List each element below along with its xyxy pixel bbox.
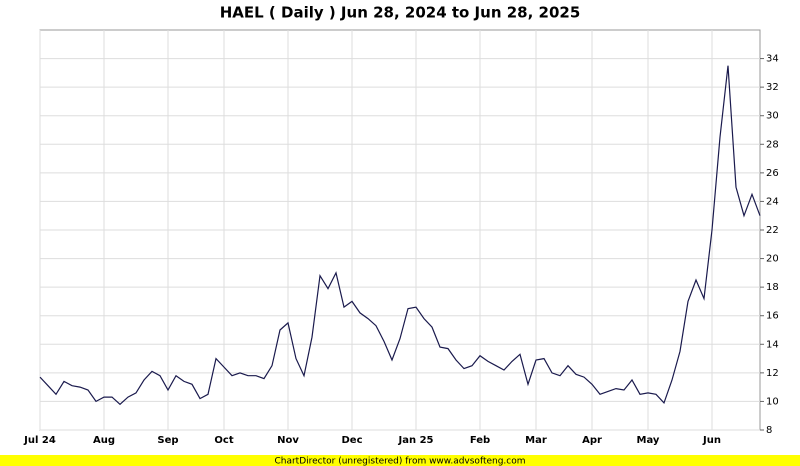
y-tick-label: 16 [766, 311, 779, 322]
x-tick-label: May [637, 435, 660, 446]
x-tick-label: Jul 24 [23, 435, 56, 446]
footer-bar [0, 455, 800, 466]
y-tick-label: 14 [766, 339, 779, 350]
y-tick-label: 18 [766, 282, 779, 293]
y-tick-label: 28 [766, 139, 779, 150]
y-tick-label: 26 [766, 168, 779, 179]
x-tick-label: Jan 25 [398, 435, 434, 446]
x-tick-label: Nov [277, 435, 299, 446]
x-tick-label: Mar [525, 435, 547, 446]
price-line [39, 65, 761, 406]
y-tick-label: 30 [766, 111, 779, 122]
y-tick-label: 8 [766, 425, 772, 436]
chart-title: HAEL ( Daily ) Jun 28, 2024 to Jun 28, 2… [220, 4, 581, 22]
x-tick-label: Jun [702, 435, 721, 446]
y-tick-label: 34 [766, 54, 779, 65]
x-tick-label: Oct [214, 435, 233, 446]
x-tick-label: Aug [93, 435, 115, 446]
y-tick-label: 32 [766, 82, 779, 93]
x-tick-label: Dec [341, 435, 362, 446]
y-tick-label: 10 [766, 396, 779, 407]
footer: ChartDirector (unregistered) from www.ad… [274, 457, 525, 466]
x-tick-label: Sep [157, 435, 178, 446]
y-tick-label: 24 [766, 196, 779, 207]
x-tick-label: Apr [582, 435, 602, 446]
y-tick-label: 20 [766, 254, 779, 265]
x-tick-label: Feb [470, 435, 490, 446]
y-tick-label: 12 [766, 368, 779, 379]
y-tick-label: 22 [766, 225, 779, 236]
